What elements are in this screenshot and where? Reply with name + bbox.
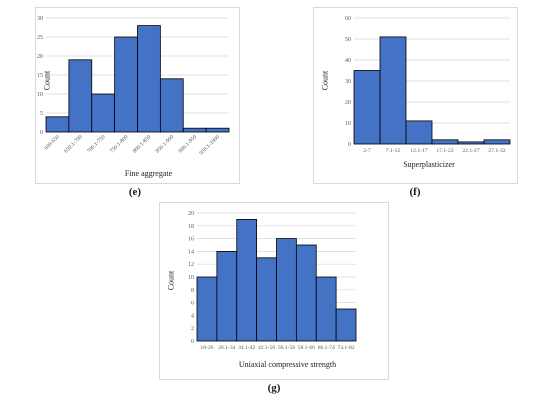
- y-tick-label: 15: [37, 73, 43, 79]
- chart-panel-superplasticizer: 0 10 20 30 40 50 60 2-7 7.1-12 12.1-17 17.1-22 22.1…: [313, 7, 518, 184]
- y-tick-label: 2: [191, 326, 194, 332]
- bar-22.1-27: [457, 141, 485, 145]
- y-tick-label: 50: [345, 37, 351, 43]
- y-tick-label: 5: [40, 111, 43, 117]
- bar-900.1-950: [182, 127, 207, 133]
- bar-12.1-17: [405, 120, 433, 145]
- y-tick-label: 0: [40, 130, 43, 136]
- x-tick-label: 17.1-22: [436, 148, 453, 154]
- y-tick-label: 20: [345, 100, 351, 106]
- chart-panel-uniaxial-compressive-strength: 0 2 4 6 8 10 12 14 16 18 20 18-26 26.1-34 34.1-42 42.1…: [159, 202, 389, 380]
- y-tick-label: 16: [188, 237, 194, 243]
- bar-74.1-82: [335, 308, 357, 342]
- y-tick-label: 18: [188, 224, 194, 230]
- y-tick-label: 40: [345, 58, 351, 64]
- x-tick-label: 22.1-27: [462, 148, 479, 154]
- x-tick-label: 850.1-900: [155, 134, 176, 155]
- y-tick-label: 60: [345, 16, 351, 22]
- bar-950.1-1000: [205, 127, 230, 133]
- bar-850.1-900: [159, 78, 184, 133]
- y-axis-title: Count: [320, 70, 330, 91]
- y-tick-label: 30: [345, 79, 351, 85]
- y-tick-label: 12: [188, 262, 194, 268]
- x-tick-label: 700.1-750: [86, 134, 107, 155]
- panel-label-f: (f): [409, 186, 421, 198]
- x-axis-title: Fine aggregate: [124, 169, 173, 178]
- y-tick-label: 14: [188, 249, 194, 255]
- x-tick-label: 58.1-66: [298, 345, 315, 351]
- y-axis-title: Count: [166, 270, 176, 291]
- x-tick-label: 600-650: [43, 134, 61, 152]
- y-tick-label: 6: [191, 301, 194, 307]
- x-axis-title: Superplasticizer: [403, 160, 455, 169]
- y-tick-label: 0: [348, 142, 351, 148]
- bar-58.1-66: [295, 244, 317, 342]
- bar-42.1-50: [256, 257, 277, 342]
- x-tick-label: 950.1-1000: [199, 134, 222, 157]
- bar-700.1-750: [91, 93, 116, 133]
- x-tick-label: 12.1-17: [410, 148, 427, 154]
- uniaxial-compressive-strength-histogram: 0 2 4 6 8 10 12 14 16 18 20 18-26 26.1-34 34.1-42 42.1…: [188, 211, 357, 351]
- y-tick-label: 20: [37, 54, 43, 60]
- panel-label-e: (e): [128, 186, 142, 198]
- bar-600-650: [45, 116, 70, 133]
- y-tick-label: 25: [37, 35, 43, 41]
- y-tick-label: 10: [188, 275, 194, 281]
- x-tick-label: 50.1-58: [278, 345, 295, 351]
- x-axis-title: Uniaxial compressive strength: [238, 360, 337, 369]
- y-tick-label: 0: [191, 339, 194, 345]
- bar-66.1-74: [315, 276, 337, 342]
- chart-panel-fine-aggregate: 0 5 10 15 20 25 30 600-650 650.1-700 700.1-750 750…: [35, 7, 240, 184]
- superplasticizer-histogram: 0 10 20 30 40 50 60 2-7 7.1-12 12.1-17 17.1-22 22.1…: [345, 16, 511, 154]
- x-tick-label: 34.1-42: [238, 345, 255, 351]
- bar-27.1-32: [483, 139, 511, 145]
- bar-18-26: [196, 276, 218, 342]
- x-tick-label: 42.1-50: [258, 345, 275, 351]
- y-tick-label: 30: [37, 16, 43, 22]
- panel-label-g: (g): [267, 382, 281, 394]
- bar-7.1-12: [379, 36, 407, 145]
- x-tick-label: 900.1-950: [178, 134, 199, 155]
- x-tick-label: 27.1-32: [488, 148, 505, 154]
- y-axis-title: Count: [42, 70, 52, 91]
- bar-750.1-800: [114, 36, 138, 133]
- x-tick-label: 26.1-34: [218, 345, 235, 351]
- y-tick-label: 10: [37, 92, 43, 98]
- x-tick-label: 650.1-700: [63, 134, 84, 155]
- x-tick-label: 66.1-74: [318, 345, 335, 351]
- x-tick-label: 750.1-800: [109, 134, 130, 155]
- bar-50.1-58: [276, 238, 297, 342]
- bar-2-7: [353, 70, 381, 145]
- x-tick-label: 18-26: [200, 345, 213, 351]
- y-tick-label: 20: [188, 211, 194, 217]
- bar-800.1-850: [137, 25, 161, 133]
- bar-650.1-700: [68, 59, 93, 133]
- x-tick-label: 2-7: [363, 148, 371, 154]
- x-tick-label: 74.1-82: [337, 345, 354, 351]
- bar-34.1-42: [236, 218, 258, 342]
- fine-aggregate-histogram: 0 5 10 15 20 25 30 600-650 650.1-700 700.1-750 750…: [37, 16, 230, 157]
- bar-17.1-22: [431, 139, 459, 145]
- y-tick-label: 4: [191, 313, 194, 319]
- x-tick-label: 7.1-12: [386, 148, 401, 154]
- bar-26.1-34: [216, 251, 238, 342]
- x-tick-label: 800.1-850: [132, 134, 153, 155]
- y-tick-label: 8: [191, 288, 194, 294]
- y-tick-label: 10: [345, 121, 351, 127]
